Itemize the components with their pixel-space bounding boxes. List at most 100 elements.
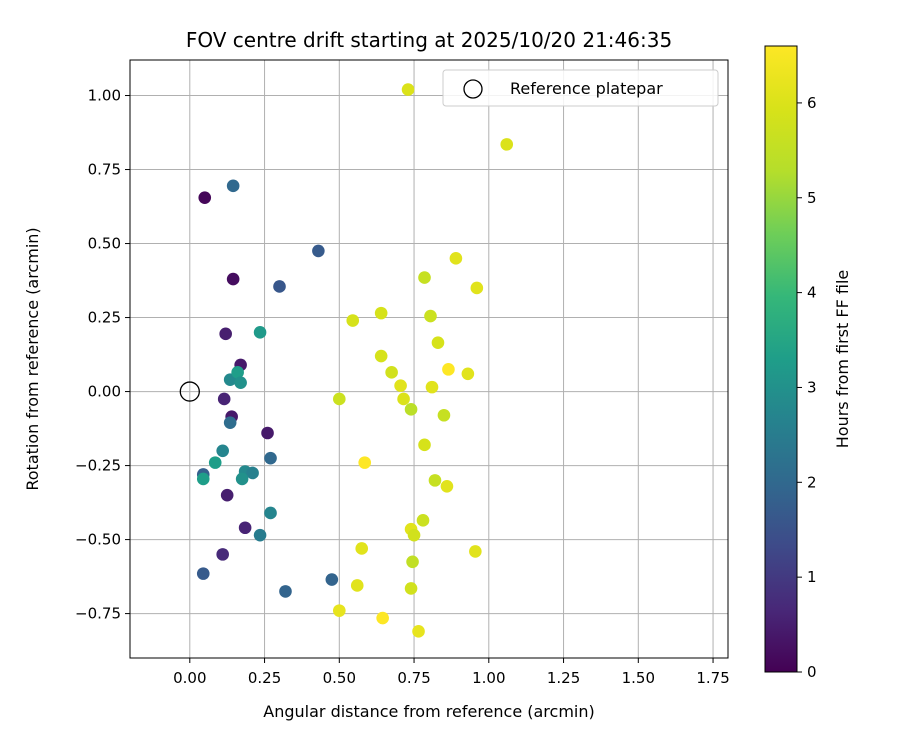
y-tick-label: 0.50 xyxy=(88,235,121,253)
data-point xyxy=(397,392,410,406)
x-tick-label: 1.50 xyxy=(622,669,655,687)
data-point xyxy=(333,392,346,406)
data-point xyxy=(394,379,407,392)
data-point xyxy=(470,281,484,295)
data-point xyxy=(449,252,463,265)
data-point xyxy=(238,521,252,535)
data-point xyxy=(376,611,389,625)
data-point xyxy=(196,472,210,486)
data-point xyxy=(223,416,237,429)
data-point xyxy=(208,456,222,469)
reference-marker xyxy=(179,381,200,402)
colorbar-tick-label: 4 xyxy=(807,284,817,302)
data-points xyxy=(196,83,514,638)
data-point xyxy=(424,309,437,323)
data-point xyxy=(425,380,439,394)
data-point xyxy=(216,444,229,458)
data-point xyxy=(219,327,232,341)
x-tick-label: 1.25 xyxy=(547,669,580,687)
colorbar-label: Hours from first FF file xyxy=(833,270,852,449)
colorbar-tick-label: 1 xyxy=(807,568,817,586)
colorbar-tick-label: 5 xyxy=(807,189,817,207)
data-point xyxy=(407,528,421,542)
data-point xyxy=(437,408,451,422)
data-point xyxy=(264,451,277,465)
data-point xyxy=(404,403,418,416)
data-point xyxy=(418,438,431,452)
data-point xyxy=(500,138,514,151)
data-point xyxy=(416,514,430,527)
reference-platepar-point xyxy=(179,381,200,402)
data-point xyxy=(216,548,229,561)
plot-area: 0.00 0.25 0.50 0.75 1.00 1.25 1.50 1.75 −0.75−0… xyxy=(75,59,730,687)
x-tick-label: 1.75 xyxy=(696,669,729,687)
x-tick-label: 0.00 xyxy=(173,669,206,687)
data-point xyxy=(350,579,364,592)
data-point xyxy=(431,336,445,350)
axes-background xyxy=(130,60,728,658)
data-point xyxy=(346,314,360,327)
colorbar-tick-label: 6 xyxy=(807,94,817,112)
data-point xyxy=(264,506,277,520)
legend-circle-icon xyxy=(463,79,483,99)
colorbar-tick-label: 0 xyxy=(807,663,817,681)
x-tick-label: 0.75 xyxy=(397,669,430,687)
data-point xyxy=(418,271,431,284)
data-point xyxy=(355,542,369,555)
data-point xyxy=(279,585,292,598)
colorbar-tick-label: 3 xyxy=(807,378,817,396)
y-tick-label: 1.00 xyxy=(88,87,121,105)
data-point xyxy=(273,280,286,293)
data-point xyxy=(374,349,388,363)
data-point xyxy=(261,426,274,440)
data-point xyxy=(312,244,325,258)
x-tick-label: 0.25 xyxy=(248,669,281,687)
x-axis-label: Angular distance from reference (arcmin) xyxy=(263,702,594,721)
data-point xyxy=(198,191,212,204)
data-point xyxy=(385,366,398,379)
colorbar-ticks: 0 1 2 3 4 5 6 xyxy=(797,94,817,681)
y-tick-label: 0.75 xyxy=(88,161,121,179)
data-point xyxy=(226,179,240,193)
data-point xyxy=(246,466,259,480)
axes-frame xyxy=(129,59,729,659)
legend: Reference platepar xyxy=(442,69,719,107)
y-tick-label: −0.50 xyxy=(75,531,121,549)
data-point xyxy=(333,604,346,617)
colorbar-gradient xyxy=(764,45,798,673)
data-point xyxy=(442,363,455,376)
y-axis-ticks: −0.75 −0.50 −0.25 0.00 0.25 0.50 0.75 1.00 xyxy=(75,87,130,623)
data-point xyxy=(325,573,339,586)
data-point xyxy=(428,474,442,487)
data-point xyxy=(234,376,247,389)
x-tick-label: 1.00 xyxy=(472,669,505,687)
y-tick-label: 0.00 xyxy=(88,383,121,401)
data-point xyxy=(226,272,240,286)
data-point xyxy=(404,582,418,595)
data-point xyxy=(235,472,249,486)
data-point xyxy=(231,366,244,379)
data-point xyxy=(412,625,425,638)
data-point xyxy=(406,555,419,569)
y-tick-label: −0.75 xyxy=(75,605,121,623)
data-point xyxy=(253,326,267,339)
data-point xyxy=(253,528,267,542)
data-point xyxy=(220,488,234,502)
y-axis-label: Rotation from reference (arcmin) xyxy=(23,227,42,490)
data-point xyxy=(440,479,454,493)
colorbar-tick-label: 2 xyxy=(807,473,817,491)
data-point xyxy=(461,367,475,381)
data-point xyxy=(196,567,210,580)
y-tick-label: −0.25 xyxy=(75,457,121,475)
data-point xyxy=(401,83,415,96)
x-axis-ticks: 0.00 0.25 0.50 0.75 1.00 1.25 1.50 1.75 xyxy=(173,658,730,687)
x-tick-label: 0.50 xyxy=(323,669,356,687)
data-point xyxy=(374,306,388,320)
data-point xyxy=(358,456,372,469)
colorbar: 0 1 2 3 4 5 6 Hours from first FF file xyxy=(764,45,852,681)
legend-entry-reference: Reference platepar xyxy=(510,79,663,98)
y-tick-label: 0.25 xyxy=(88,309,121,327)
data-point xyxy=(217,392,231,406)
chart-title: FOV centre drift starting at 2025/10/20 … xyxy=(186,28,672,52)
